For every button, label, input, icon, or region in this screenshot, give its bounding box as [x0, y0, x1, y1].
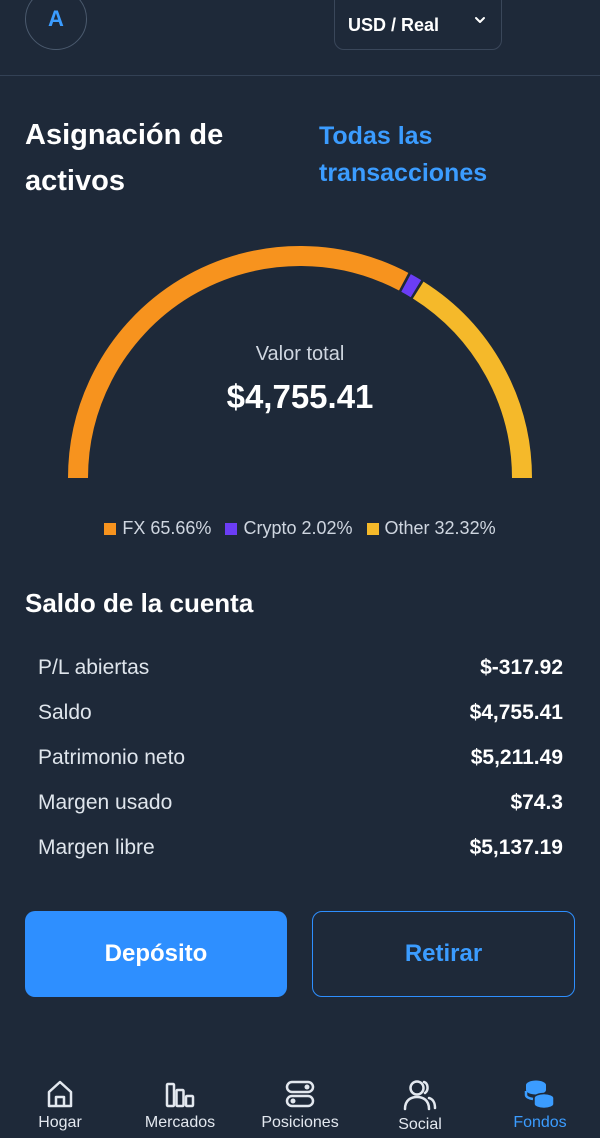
avatar[interactable]: A	[25, 0, 87, 50]
account-balance-list: P/L abiertas $-317.92 Saldo $4,755.41 Pa…	[38, 645, 563, 870]
bar-chart-icon	[165, 1082, 195, 1108]
currency-selector-label: USD / Real	[348, 14, 440, 35]
nav-item-social[interactable]: Social	[360, 1068, 480, 1134]
deposit-button[interactable]: Depósito	[25, 911, 287, 997]
legend-label-other: Other 32.32%	[384, 518, 496, 538]
nav-label: Posiciones	[261, 1114, 339, 1131]
total-value: $4,755.41	[226, 378, 374, 415]
legend-swatch-fx	[104, 522, 117, 535]
balance-value: $4,755.41	[469, 700, 563, 724]
balance-label: Saldo	[38, 700, 92, 724]
legend-item-crypto: Crypto 2.02%	[225, 518, 353, 539]
balance-row-balance: Saldo $4,755.41	[38, 690, 563, 735]
legend-item-fx: FX 65.66%	[104, 518, 211, 539]
nav-item-funds[interactable]: Fondos	[480, 1068, 600, 1132]
balance-label: P/L abiertas	[38, 655, 150, 679]
balance-label: Margen usado	[38, 790, 173, 814]
nav-label: Hogar	[38, 1114, 82, 1131]
gauge-segment-crypto	[401, 274, 422, 298]
all-transactions-link[interactable]: Todas las transacciones	[319, 122, 488, 187]
balance-value: $5,137.19	[469, 835, 563, 859]
total-value-label: Valor total	[255, 343, 345, 365]
users-icon	[403, 1080, 437, 1111]
balance-row-free-margin: Margen libre $5,137.19	[38, 825, 563, 870]
bottom-nav: Hogar Mercados Posiciones Social	[0, 1068, 600, 1138]
balance-row-used-margin: Margen usado $74.3	[38, 780, 563, 825]
gauge-segment-other	[412, 281, 532, 479]
allocation-legend: FX 65.66% Crypto 2.02% Other 32.32%	[0, 518, 600, 539]
nav-item-home[interactable]: Hogar	[0, 1068, 120, 1132]
legend-swatch-crypto	[225, 522, 238, 535]
nav-item-markets[interactable]: Mercados	[120, 1068, 240, 1132]
toggles-icon	[285, 1080, 315, 1108]
withdraw-button[interactable]: Retirar	[312, 911, 575, 997]
currency-selector[interactable]: USD / Real	[334, 0, 502, 50]
nav-label: Mercados	[144, 1114, 216, 1131]
legend-label-fx: FX 65.66%	[122, 518, 212, 538]
nav-label: Fondos	[513, 1114, 567, 1131]
balance-label: Margen libre	[38, 835, 155, 859]
legend-swatch-other	[366, 522, 379, 535]
legend-item-other: Other 32.32%	[366, 518, 496, 539]
balance-value: $5,211.49	[470, 745, 563, 769]
balance-value: $-317.92	[480, 655, 563, 679]
allocation-title: Asignación de activos	[25, 119, 224, 197]
top-bar: A USD / Real	[0, 0, 600, 76]
account-balance-title: Saldo de la cuenta	[25, 588, 254, 618]
balance-row-open-pl: P/L abiertas $-317.92	[38, 645, 563, 690]
legend-label-crypto: Crypto 2.02%	[243, 518, 353, 538]
chevron-down-icon	[475, 17, 485, 23]
nav-item-positions[interactable]: Posiciones	[240, 1068, 360, 1132]
nav-label: Social	[398, 1116, 442, 1133]
gauge-segment-fx	[68, 246, 409, 479]
coins-icon	[524, 1080, 555, 1110]
allocation-gauge	[68, 246, 532, 479]
home-icon	[47, 1080, 73, 1108]
balance-value: $74.3	[510, 790, 563, 814]
balance-row-equity: Patrimonio neto $5,211.49	[38, 735, 563, 780]
balance-label: Patrimonio neto	[38, 745, 186, 769]
